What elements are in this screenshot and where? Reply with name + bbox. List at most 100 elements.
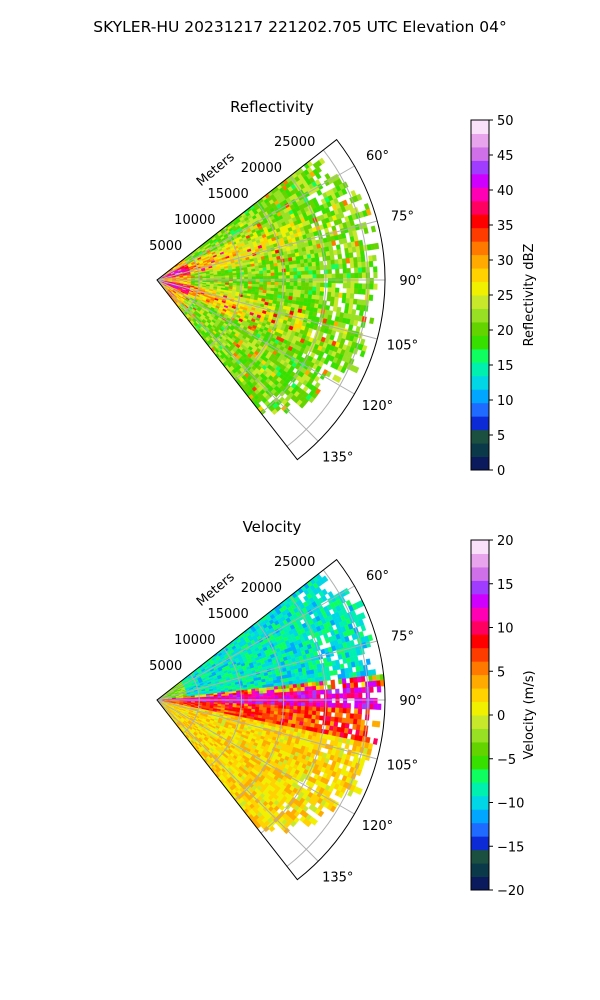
radar-cell	[374, 242, 380, 250]
radar-cell	[372, 674, 377, 682]
radar-cell	[255, 270, 260, 275]
radar-cell	[274, 281, 279, 286]
radar-cell	[357, 261, 362, 268]
radar-cell	[236, 694, 241, 698]
radar-cell	[285, 702, 291, 706]
radar-cell	[273, 291, 279, 295]
radar-cell	[346, 283, 351, 289]
radar-cell	[284, 261, 290, 266]
radar-cell	[293, 289, 298, 294]
radar-cell	[315, 172, 322, 180]
radar-cell	[278, 698, 283, 703]
radar-cell	[236, 274, 241, 278]
radar-cell	[308, 694, 313, 699]
colorbar-tick-label: 0	[497, 464, 505, 479]
radar-cell	[365, 658, 371, 666]
radar-cell	[363, 227, 369, 235]
radar-cell	[360, 250, 365, 257]
radar-cell	[270, 281, 275, 286]
radar-cell	[319, 715, 324, 721]
radar-cell	[251, 691, 256, 695]
radar-cell	[338, 258, 343, 265]
radar-cell	[375, 720, 381, 728]
radar-cell	[297, 691, 302, 696]
radar-cell	[308, 266, 313, 271]
radar-cell	[285, 264, 290, 269]
chart-panel: Reflectivity60°75°90°105°120°135°5000100…	[149, 98, 537, 479]
radar-cell	[274, 284, 279, 289]
radar-cell	[293, 278, 298, 283]
radar-cell	[304, 710, 309, 715]
colorbar-segment	[471, 160, 489, 175]
radar-cell	[213, 697, 218, 700]
radar-cell	[285, 282, 291, 286]
radar-cell	[339, 663, 345, 670]
radar-cell	[316, 698, 321, 704]
radar-cell	[335, 693, 340, 699]
radar-cell	[255, 281, 260, 285]
radar-cell	[368, 675, 373, 682]
range-tick-label: 20000	[241, 161, 282, 176]
radar-cell	[292, 680, 297, 685]
radar-cell	[255, 696, 260, 700]
radar-cell	[300, 270, 306, 276]
radar-cell	[305, 698, 310, 703]
radar-cell	[296, 289, 302, 294]
radar-cell	[316, 278, 321, 284]
radar-cell	[362, 698, 367, 704]
radar-cell	[282, 695, 287, 700]
radar-cell	[316, 702, 321, 708]
radar-cell	[343, 698, 348, 704]
radar-cell	[307, 258, 312, 263]
radar-cell	[292, 292, 298, 298]
radar-cell	[304, 270, 310, 275]
radar-cell	[326, 716, 332, 722]
radar-cell	[304, 290, 309, 295]
radar-cell	[236, 281, 241, 284]
radar-cell	[285, 288, 290, 293]
radar-cell	[316, 694, 321, 699]
radar-cell	[259, 693, 264, 697]
radar-cell	[342, 693, 348, 699]
radar-cell	[342, 292, 347, 299]
radar-cell	[345, 298, 351, 304]
radar-cell	[314, 677, 320, 683]
radar-cell	[327, 684, 332, 690]
radar-cell	[281, 688, 287, 693]
radar-cell	[369, 277, 374, 284]
radar-cell	[300, 683, 305, 688]
radar-cell	[342, 283, 348, 289]
radar-cell	[301, 274, 306, 279]
radar-cell	[315, 290, 321, 296]
radar-cell	[288, 260, 294, 266]
radar-cell	[255, 701, 260, 705]
radar-cell	[346, 682, 351, 689]
radar-cell	[346, 703, 351, 709]
radar-cell	[278, 272, 283, 276]
colorbar-tick-label: 15	[497, 359, 514, 374]
range-tick-label: 5000	[149, 239, 182, 254]
radar-cell	[335, 698, 340, 704]
radar-cell	[350, 272, 355, 279]
azimuth-tick-label: 90°	[399, 274, 422, 289]
radar-cell	[274, 704, 279, 709]
radar-cell	[320, 278, 325, 284]
radar-cell	[361, 261, 366, 268]
radar-cell	[314, 672, 319, 678]
radar-cell	[307, 714, 313, 720]
radar-cell	[300, 706, 306, 711]
radar-cell	[297, 271, 302, 276]
radar-cell	[266, 287, 271, 292]
radar-cell	[357, 708, 363, 715]
radar-cell	[266, 269, 271, 274]
radar-cell	[304, 286, 310, 291]
radar-cell	[344, 723, 350, 729]
radar-cell	[285, 684, 290, 689]
radar-cell	[213, 696, 218, 699]
radar-cell	[263, 273, 268, 277]
radar-cell	[247, 283, 253, 287]
radar-cell	[270, 287, 275, 292]
radar-cell	[255, 268, 260, 272]
radar-cell	[296, 293, 301, 298]
colorbar-tick-label: 45	[497, 149, 514, 164]
